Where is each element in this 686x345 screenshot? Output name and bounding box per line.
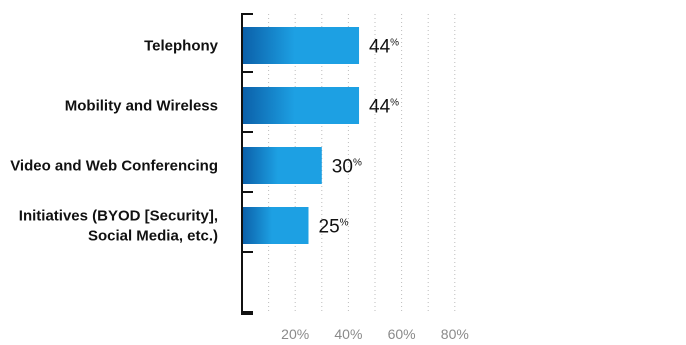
x-tick-label: 80% bbox=[441, 326, 469, 342]
bar bbox=[242, 27, 360, 64]
value-label: 25% bbox=[319, 217, 349, 238]
value-number: 44 bbox=[369, 37, 391, 58]
value-label: 30% bbox=[332, 157, 362, 178]
bar bbox=[242, 87, 360, 124]
category-label: Video and Web Conferencing bbox=[10, 158, 218, 175]
category-label: Telephony bbox=[144, 38, 219, 55]
x-tick-label: 20% bbox=[281, 326, 309, 342]
value-percent: % bbox=[390, 98, 399, 109]
category-label-line: Initiatives (BYOD [Security], bbox=[19, 208, 218, 225]
category-label-line: Mobility and Wireless bbox=[65, 98, 218, 115]
value-labels: 44%44%30%25% bbox=[319, 37, 400, 238]
value-number: 44 bbox=[369, 97, 391, 118]
value-label: 44% bbox=[369, 37, 399, 58]
category-label-line: Video and Web Conferencing bbox=[10, 158, 218, 175]
bar bbox=[242, 207, 309, 244]
value-number: 25 bbox=[319, 217, 340, 238]
value-label: 44% bbox=[369, 97, 399, 118]
x-tick-label: 40% bbox=[334, 326, 362, 342]
bars bbox=[242, 27, 360, 244]
category-label-line: Social Media, etc.) bbox=[88, 228, 218, 245]
x-tick-label: 60% bbox=[388, 326, 416, 342]
bar bbox=[242, 147, 322, 184]
value-number: 30 bbox=[332, 157, 353, 178]
category-labels: Telephony Mobility and Wireless Video and … bbox=[10, 38, 218, 245]
value-percent: % bbox=[390, 38, 399, 49]
category-label-line: Telephony bbox=[144, 38, 219, 55]
y-axis bbox=[241, 13, 253, 315]
x-tick-labels: 20% 40% 60% 80% bbox=[281, 326, 469, 342]
value-percent: % bbox=[340, 218, 349, 229]
category-label: Mobility and Wireless bbox=[65, 98, 218, 115]
value-percent: % bbox=[353, 158, 362, 169]
category-label: Initiatives (BYOD [Security], Social Medi… bbox=[19, 208, 218, 245]
